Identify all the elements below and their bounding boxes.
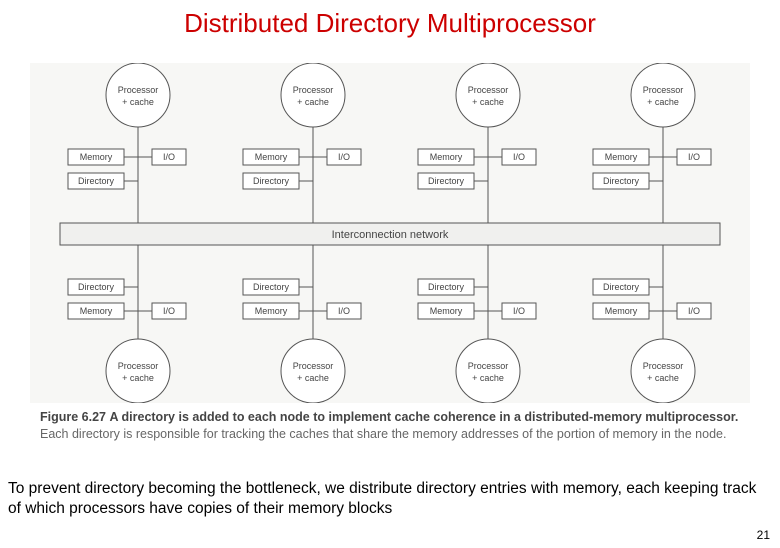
svg-text:Directory: Directory: [428, 282, 465, 292]
svg-text:+ cache: + cache: [472, 97, 504, 107]
svg-text:Processor: Processor: [643, 361, 684, 371]
svg-text:+ cache: + cache: [647, 373, 679, 383]
svg-text:Directory: Directory: [253, 282, 290, 292]
body-text: To prevent directory becoming the bottle…: [8, 480, 756, 516]
figure-caption: Figure 6.27 A directory is added to each…: [40, 409, 740, 443]
architecture-diagram: Interconnection network Processor + cache M…: [30, 63, 750, 403]
svg-text:Interconnection network: Interconnection network: [332, 229, 449, 241]
svg-text:+ cache: + cache: [297, 97, 329, 107]
caption-bold: A directory is added to each node to imp…: [109, 410, 738, 424]
svg-text:+ cache: + cache: [647, 97, 679, 107]
svg-text:Memory: Memory: [430, 306, 463, 316]
svg-text:Processor: Processor: [118, 361, 159, 371]
caption-rest: Each directory is responsible for tracki…: [40, 427, 726, 441]
svg-text:I/O: I/O: [338, 306, 350, 316]
svg-text:Directory: Directory: [78, 176, 115, 186]
svg-text:Processor: Processor: [643, 85, 684, 95]
svg-text:Memory: Memory: [605, 152, 638, 162]
caption-label: Figure 6.27: [40, 410, 106, 424]
svg-text:I/O: I/O: [513, 152, 525, 162]
svg-text:Directory: Directory: [603, 176, 640, 186]
svg-text:Directory: Directory: [603, 282, 640, 292]
svg-text:Memory: Memory: [255, 152, 288, 162]
page-title: Distributed Directory Multiprocessor: [0, 8, 780, 39]
svg-text:Processor: Processor: [118, 85, 159, 95]
svg-text:Memory: Memory: [605, 306, 638, 316]
svg-text:+ cache: + cache: [472, 373, 504, 383]
svg-text:Processor: Processor: [293, 361, 334, 371]
svg-text:Processor: Processor: [468, 85, 509, 95]
svg-text:I/O: I/O: [513, 306, 525, 316]
svg-text:Memory: Memory: [430, 152, 463, 162]
diagram-svg: Interconnection network Processor + cache M…: [30, 63, 750, 403]
svg-text:+ cache: + cache: [122, 97, 154, 107]
svg-text:+ cache: + cache: [297, 373, 329, 383]
svg-text:I/O: I/O: [338, 152, 350, 162]
svg-text:I/O: I/O: [688, 152, 700, 162]
svg-text:Processor: Processor: [468, 361, 509, 371]
svg-text:+ cache: + cache: [122, 373, 154, 383]
svg-text:Processor: Processor: [293, 85, 334, 95]
svg-text:Memory: Memory: [80, 152, 113, 162]
svg-text:I/O: I/O: [163, 306, 175, 316]
svg-text:Memory: Memory: [80, 306, 113, 316]
svg-text:Directory: Directory: [253, 176, 290, 186]
svg-text:Memory: Memory: [255, 306, 288, 316]
svg-text:Directory: Directory: [78, 282, 115, 292]
svg-text:I/O: I/O: [688, 306, 700, 316]
svg-text:I/O: I/O: [163, 152, 175, 162]
title-text: Distributed Directory Multiprocessor: [184, 8, 596, 38]
svg-text:Directory: Directory: [428, 176, 465, 186]
body-paragraph: To prevent directory becoming the bottle…: [8, 479, 772, 518]
